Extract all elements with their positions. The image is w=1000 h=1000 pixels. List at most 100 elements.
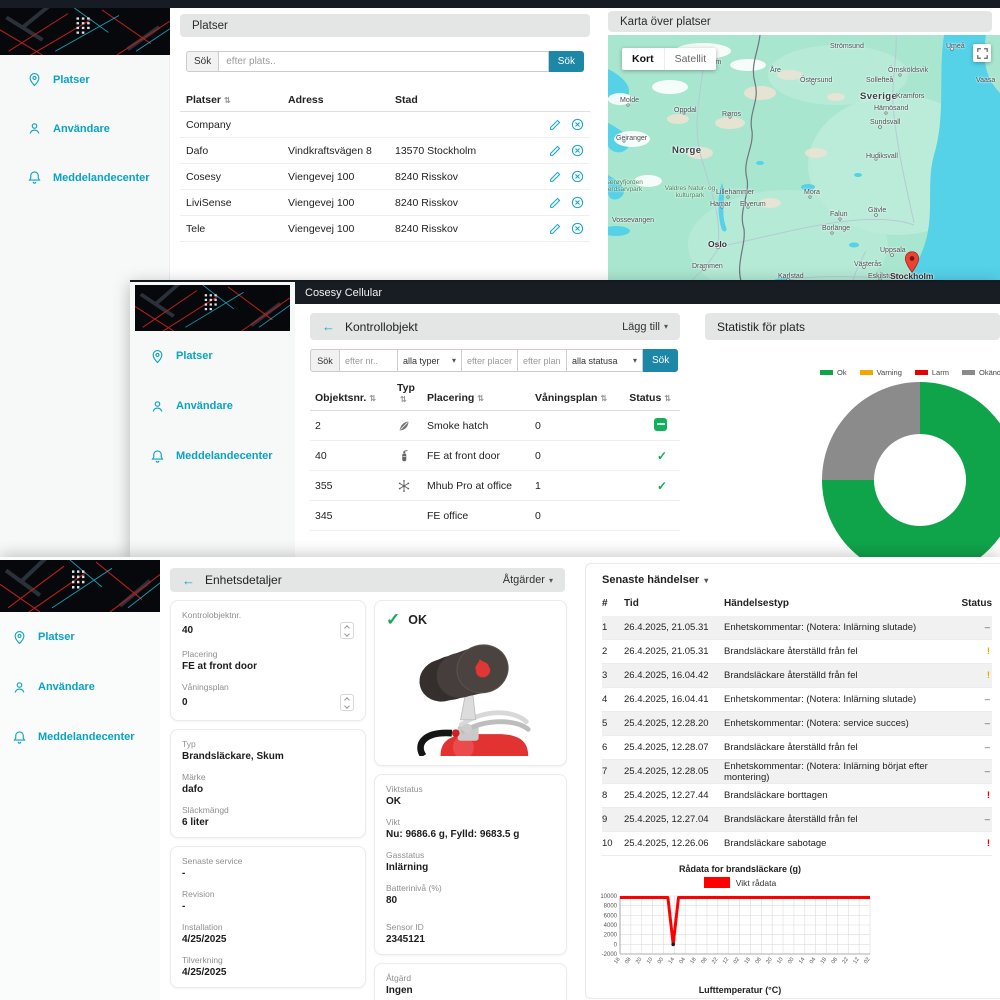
map-place-label: Åre — [770, 67, 781, 74]
sidebar-item-anvandare[interactable]: Användare — [130, 381, 295, 431]
location-pin-icon — [150, 349, 165, 364]
map-place-label: Mora — [804, 189, 820, 196]
sidebar-item-meddelandecenter[interactable]: Meddelandecenter — [130, 431, 295, 481]
kontrollobjekt-row[interactable]: 355 Mhub Pro at office 1 ✓ — [310, 471, 680, 502]
filter-status-select[interactable]: alla statusa ▾ — [567, 349, 643, 372]
col-typ[interactable]: Typ ⇅ — [397, 382, 427, 404]
vaningsplan: 0 — [535, 509, 541, 522]
place-row[interactable]: Tele Viengevej 100 8240 Risskov — [180, 216, 590, 242]
delete-icon[interactable] — [571, 222, 584, 235]
map-place-label: Drammen — [692, 263, 723, 270]
legend-item[interactable]: Varning — [859, 368, 902, 377]
event-type: Brandsläckare sabotage — [724, 838, 827, 849]
event-time: 25.4.2025, 12.28.07 — [624, 742, 709, 753]
col-status[interactable]: Status ⇅ — [629, 392, 671, 405]
vaningsplan: 0 — [535, 449, 541, 462]
place-row[interactable]: Dafo Vindkraftsvägen 8 13570 Stockholm — [180, 138, 590, 164]
kontrollobjekt-row[interactable]: 40 FE at front door 0 ✓ — [310, 441, 680, 472]
event-row[interactable]: 7 25.4.2025, 12.28.05 Enhetskommentar: (No… — [602, 760, 992, 784]
svg-text:8000: 8000 — [604, 904, 618, 910]
legend-item[interactable]: Okänd — [961, 368, 1000, 377]
event-row[interactable]: 8 25.4.2025, 12.27.44 Brandsläckare bortta… — [602, 784, 992, 808]
legend-swatch — [703, 877, 730, 888]
col-placering[interactable]: Placering ⇅ — [427, 392, 484, 405]
fullscreen-button[interactable] — [973, 44, 991, 62]
filter-search-button[interactable]: Sök — [643, 349, 679, 372]
map-type-kort[interactable]: Kort — [632, 53, 654, 65]
sidebar-item-meddelandecenter[interactable]: Meddelandecenter — [0, 153, 169, 202]
edit-icon[interactable] — [549, 196, 562, 209]
event-row[interactable]: 10 25.4.2025, 12.26.06 Brandsläckare sabot… — [602, 832, 992, 856]
sort-icon: ⇅ — [600, 394, 608, 404]
place-row[interactable]: LiviSense Viengevej 100 8240 Risskov — [180, 190, 590, 216]
events-title-dropdown[interactable]: Senaste händelser ▾ — [602, 574, 709, 586]
legend-item[interactable]: Larm — [914, 368, 949, 377]
map[interactable]: StrömsundUmeåTrondhjemÅreÖstersundSollef… — [608, 35, 1000, 325]
legend-swatch — [859, 370, 873, 375]
kontrollobjektnr-value: 40 — [182, 625, 194, 636]
map-type-satellit[interactable]: Satellit — [663, 48, 717, 70]
filter-type-select[interactable]: alla typer ▾ — [398, 349, 462, 372]
kontrollobjekt-row[interactable]: 2 Smoke hatch 0 — [310, 411, 680, 442]
col-vaningsplan[interactable]: Våningsplan ⇅ — [535, 392, 608, 405]
edit-icon[interactable] — [549, 118, 562, 131]
search-button[interactable]: Sök — [548, 51, 584, 72]
sidebar-item-platser[interactable]: Platser — [0, 612, 160, 662]
event-status-icon: ! — [986, 670, 990, 681]
add-button[interactable]: Lägg till ▾ — [622, 320, 668, 333]
search-input[interactable] — [219, 51, 549, 72]
event-row[interactable]: 3 26.4.2025, 16.04.42 Brandsläckare återst… — [602, 664, 992, 688]
place-row[interactable]: Cosesy Viengevej 100 8240 Risskov — [180, 164, 590, 190]
filter-placement-input[interactable] — [462, 349, 518, 372]
back-arrow-icon[interactable]: ← — [322, 319, 335, 334]
delete-icon[interactable] — [571, 196, 584, 209]
edit-icon[interactable] — [549, 144, 562, 157]
map-place-label: Örnsköldsvik — [888, 67, 929, 74]
filter-nr-input[interactable] — [340, 349, 398, 372]
filter-plan-input[interactable] — [518, 349, 567, 372]
map-place-label: Härnösand — [874, 105, 909, 112]
delete-icon[interactable] — [571, 118, 584, 131]
back-arrow-icon[interactable]: ← — [182, 572, 195, 588]
edit-icon[interactable] — [549, 170, 562, 183]
typ-icon-cell — [397, 449, 427, 463]
event-row[interactable]: 5 25.4.2025, 12.28.20 Enhetskommentar: (No… — [602, 712, 992, 736]
col-stad[interactable]: Stad — [395, 93, 418, 106]
places-search: Sök Sök — [186, 51, 584, 72]
map-marker[interactable] — [904, 251, 920, 273]
delete-icon[interactable] — [571, 144, 584, 157]
actions-button[interactable]: Åtgärder ▾ — [502, 574, 553, 586]
event-row[interactable]: 4 26.4.2025, 16.04.41 Enhetskommentar: (No… — [602, 688, 992, 712]
map-place-label: Vossevangen — [612, 217, 655, 224]
place-row[interactable]: Company — [180, 112, 590, 138]
sidebar-item-platser[interactable]: Platser — [130, 331, 295, 381]
sidebar-item-meddelandecenter[interactable]: Meddelandecenter — [0, 712, 160, 762]
action-card: Åtgärd Ingen Kommentarer (visas i appen … — [374, 963, 567, 1000]
col-objektsnr[interactable]: Objektsnr. ⇅ — [315, 392, 377, 405]
event-row[interactable]: 6 25.4.2025, 12.28.07 Brandsläckare återst… — [602, 736, 992, 760]
delete-icon[interactable] — [571, 170, 584, 183]
kontrollobjekt-row[interactable]: 345 FE office 0 — [310, 501, 680, 532]
number-stepper[interactable] — [340, 622, 354, 639]
number-stepper[interactable] — [340, 694, 354, 711]
screen-kontrollobjekt: Cosesy Cellular Platser Användare — [130, 280, 1000, 557]
event-time: 26.4.2025, 21.05.31 — [624, 646, 709, 657]
sidebar-item-platser[interactable]: Platser — [0, 55, 169, 104]
status-ok-icon: ✓ — [656, 478, 667, 493]
event-row[interactable]: 9 25.4.2025, 12.27.04 Brandsläckare återst… — [602, 808, 992, 832]
event-number: 7 — [602, 766, 608, 777]
sidebar-item-anvandare[interactable]: Användare — [0, 662, 160, 712]
map-place-label: Molde — [620, 97, 640, 104]
chevron-down-icon: ▾ — [663, 322, 668, 331]
svg-text:22: 22 — [841, 957, 849, 965]
event-row[interactable]: 1 26.4.2025, 21.05.31 Enhetskommentar: (No… — [602, 616, 992, 640]
svg-text:2000: 2000 — [604, 933, 618, 939]
event-row[interactable]: 2 26.4.2025, 21.05.31 Brandsläckare återst… — [602, 640, 992, 664]
legend-item[interactable]: Ok — [820, 368, 847, 377]
svg-text:6000: 6000 — [604, 913, 618, 919]
col-adress[interactable]: Adress — [288, 93, 324, 106]
edit-icon[interactable] — [549, 222, 562, 235]
vaningsplan-value: 0 — [182, 697, 188, 708]
sidebar-item-anvandare[interactable]: Användare — [0, 104, 169, 153]
col-platser[interactable]: Platser ⇅ — [186, 93, 231, 106]
